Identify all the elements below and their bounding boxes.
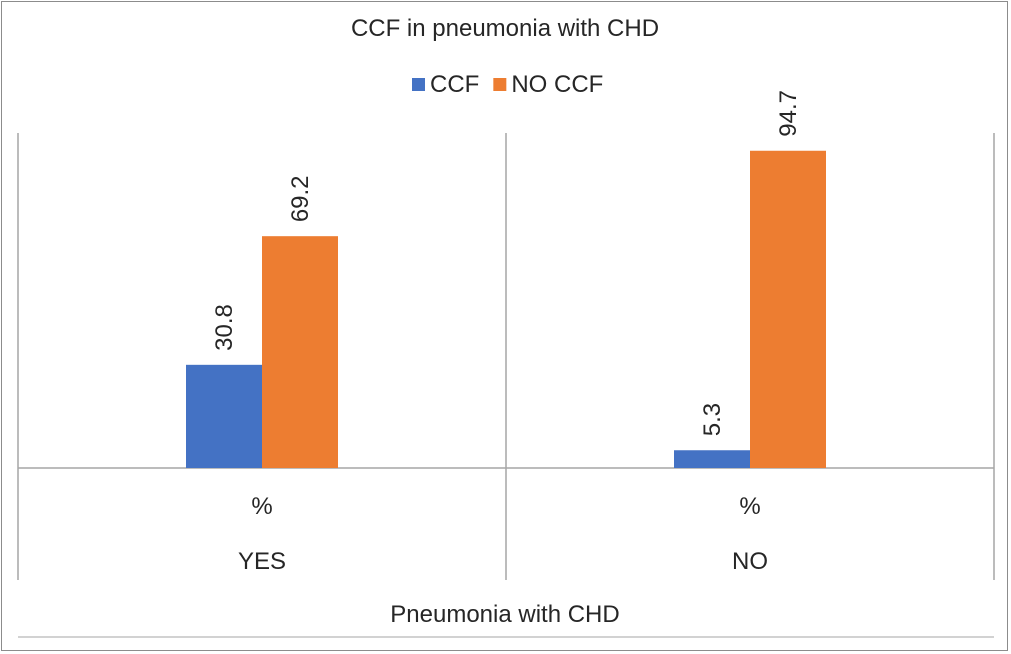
legend-swatch-ccf bbox=[412, 78, 425, 91]
data-label-no-ccf-yes: 69.2 bbox=[287, 175, 314, 222]
data-label-no-ccf-no: 94.7 bbox=[775, 90, 802, 137]
bar-no-ccf-no bbox=[750, 150, 826, 468]
chart-title: CCF in pneumonia with CHD bbox=[351, 15, 659, 42]
bar-ccf-yes bbox=[186, 364, 262, 468]
tick-label-group-yes: YES bbox=[238, 548, 286, 575]
data-labels: 30.8 69.2 5.3 94.7 bbox=[211, 90, 802, 436]
legend: CCF NO CCF bbox=[412, 71, 603, 98]
x-axis-title: Pneumonia with CHD bbox=[390, 601, 619, 628]
bar-ccf-no bbox=[674, 450, 750, 468]
data-label-ccf-no: 5.3 bbox=[699, 403, 726, 436]
legend-label-ccf: CCF bbox=[430, 71, 479, 98]
axes bbox=[17, 133, 995, 638]
legend-swatch-no-ccf bbox=[493, 78, 507, 91]
bars bbox=[186, 150, 826, 468]
data-label-ccf-yes: 30.8 bbox=[211, 304, 238, 351]
legend-label-no-ccf: NO CCF bbox=[511, 71, 603, 98]
bar-no-ccf-yes bbox=[262, 236, 338, 468]
tick-label-sub-no: % bbox=[739, 493, 760, 520]
tick-labels: % YES% NO bbox=[238, 493, 768, 575]
tick-label-group-no: NO bbox=[732, 548, 768, 575]
tick-label-sub-yes: % bbox=[251, 493, 272, 520]
